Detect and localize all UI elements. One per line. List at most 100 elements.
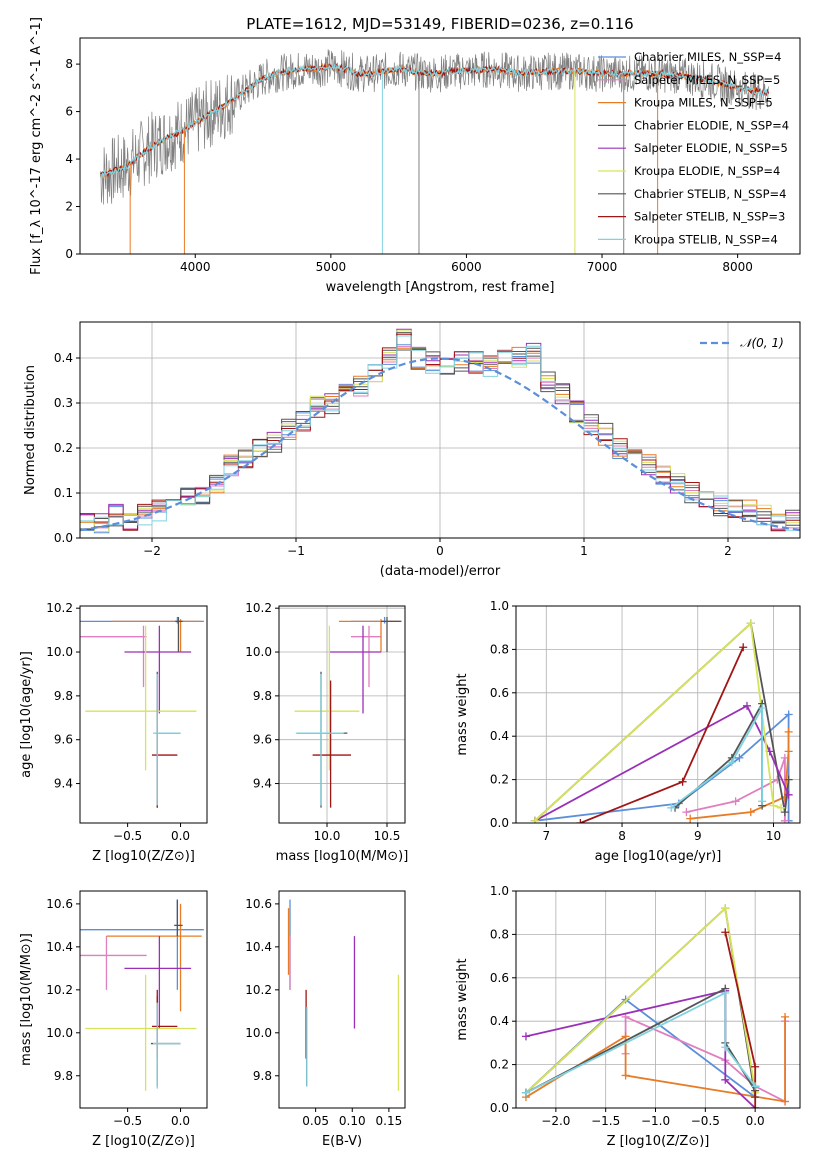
panel-mass-vs-Z: −0.5 0.0 9.8 10.0 10.2 10.4 10.6 Z [log10(Z/Z⊙)… bbox=[19, 890, 208, 1149]
weight-marker bbox=[576, 819, 585, 823]
plot-area-mass-vs-Z bbox=[80, 899, 204, 1091]
y-tick-label: 10.6 bbox=[245, 897, 272, 911]
x-axis-label: Z [log10(Z/Z⊙)] bbox=[92, 849, 195, 864]
weight-marker bbox=[742, 701, 751, 710]
plot-area-residuals bbox=[80, 328, 800, 534]
weight-marker bbox=[521, 1032, 530, 1041]
weight-marker bbox=[780, 816, 789, 823]
y-axis-label: age [log10(age/yr)] bbox=[19, 651, 34, 778]
axes-frame bbox=[515, 890, 801, 1109]
y-tick-label: 0 bbox=[65, 247, 73, 261]
x-tick-label: 0 bbox=[436, 544, 444, 558]
y-tick-label: 9.8 bbox=[253, 1069, 272, 1083]
y-tick-label: 0.2 bbox=[490, 1058, 509, 1072]
weight-marker bbox=[781, 1012, 790, 1021]
weight-line-salpeter-elodie bbox=[534, 704, 790, 822]
y-tick-label: 10.2 bbox=[46, 601, 73, 615]
legend-entry: Kroupa ELODIE, N_SSP=4 bbox=[634, 164, 780, 178]
x-tick-label: −2 bbox=[143, 544, 161, 558]
y-tick-label: 0.4 bbox=[490, 729, 509, 743]
weight-marker bbox=[784, 727, 793, 736]
weight-marker bbox=[731, 797, 740, 806]
axes-frame bbox=[278, 890, 406, 1109]
panel-weight-vs-Z: −2.0 −1.5 −1.0 −0.5 0.0 0.0 0.2 0.4 0.6 0.8 1.0 Z [… bbox=[455, 884, 801, 1149]
y-axis-label: Flux [f_λ 10^-17 erg cm^-2 s^-1 A^-1] bbox=[29, 17, 44, 275]
y-tick-label: 6 bbox=[65, 105, 73, 119]
x-tick-label: 8 bbox=[618, 829, 626, 843]
plot-area-age-vs-mass bbox=[294, 616, 402, 808]
legend-entry: Salpeter MILES, N_SSP=5 bbox=[634, 73, 780, 87]
weight-marker bbox=[721, 928, 730, 937]
x-tick-label: 2 bbox=[724, 544, 732, 558]
weight-marker bbox=[727, 758, 736, 767]
y-tick-label: 0.0 bbox=[490, 1101, 509, 1115]
y-tick-label: 9.4 bbox=[54, 777, 73, 791]
y-tick-label: 0.4 bbox=[54, 351, 73, 365]
x-tick-label: −0.5 bbox=[691, 1114, 720, 1128]
weight-line-kroupa-stelib bbox=[670, 704, 763, 809]
x-tick-label: 4000 bbox=[180, 260, 211, 274]
weight-marker bbox=[721, 1043, 730, 1052]
weight-marker bbox=[751, 1104, 760, 1108]
spectrum-model-kroupa-stelib bbox=[99, 63, 769, 180]
y-axis-label: mass [log10(M/M⊙)] bbox=[19, 933, 34, 1066]
x-tick-label: −0.5 bbox=[113, 1114, 142, 1128]
y-tick-label: 9.6 bbox=[54, 733, 73, 747]
histogram-salpeter-stelib bbox=[80, 333, 800, 532]
x-tick-label: −0.5 bbox=[113, 829, 142, 843]
weight-marker bbox=[781, 1097, 790, 1106]
x-axis-label: Z [log10(Z/Z⊙)] bbox=[607, 1134, 710, 1149]
axes-frame bbox=[79, 321, 801, 539]
x-tick-label: 9 bbox=[694, 829, 702, 843]
y-tick-label: 0.3 bbox=[54, 396, 73, 410]
panel-age-vs-mass: 10.0 10.5 9.4 9.6 9.8 10.0 10.2 mass [log10(M/M… bbox=[245, 601, 408, 864]
x-tick-label: −1.5 bbox=[591, 1114, 620, 1128]
panel-spectrum: 4000 5000 6000 7000 8000 0 2 4 6 8 wavelength [Ang… bbox=[29, 17, 801, 295]
axes-frame bbox=[79, 890, 208, 1109]
weight-marker bbox=[686, 814, 695, 823]
y-tick-label: 0.8 bbox=[490, 927, 509, 941]
y-tick-label: 2 bbox=[65, 200, 73, 214]
panel-residuals: −2 −1 0 1 2 0.0 0.1 0.2 0.3 0.4 (data-model)/error… bbox=[23, 321, 801, 579]
y-tick-label: 0.0 bbox=[490, 816, 509, 830]
plot-area-weight-vs-Z bbox=[521, 904, 790, 1108]
weight-marker bbox=[721, 988, 730, 997]
weight-marker bbox=[784, 710, 793, 719]
weight-marker bbox=[678, 777, 687, 786]
weight-marker bbox=[521, 1088, 530, 1097]
y-tick-label: 9.8 bbox=[54, 1069, 73, 1083]
weight-marker bbox=[777, 803, 786, 812]
y-tick-label: 4 bbox=[65, 152, 73, 166]
weight-marker bbox=[739, 643, 748, 652]
weight-marker bbox=[780, 808, 789, 817]
histogram-kroupa-stelib bbox=[80, 335, 800, 531]
x-axis-label: age [log10(age/yr)] bbox=[595, 849, 722, 864]
weight-marker bbox=[735, 753, 744, 762]
weight-line-kroupa-elodie bbox=[525, 906, 757, 1094]
x-tick-label: 0.10 bbox=[339, 1114, 366, 1128]
legend-entry: Chabrier STELIB, N_SSP=4 bbox=[634, 187, 786, 201]
x-tick-label: 6000 bbox=[451, 260, 482, 274]
weight-marker bbox=[784, 747, 793, 756]
y-tick-label: 1.0 bbox=[490, 884, 509, 898]
legend-entry: Kroupa STELIB, N_SSP=4 bbox=[634, 232, 778, 246]
x-axis-label: Z [log10(Z/Z⊙)] bbox=[92, 1134, 195, 1149]
legend-entry: Salpeter ELODIE, N_SSP=5 bbox=[634, 141, 788, 155]
x-tick-label: 10.5 bbox=[374, 829, 401, 843]
plot-area-mass-vs-ebv bbox=[287, 899, 400, 1091]
panel-weight-vs-age: 7 8 9 10 0.0 0.2 0.4 0.6 0.8 1.0 age [log10(age/yr… bbox=[455, 599, 801, 864]
weight-marker bbox=[721, 1075, 730, 1084]
legend-entry: Chabrier ELODIE, N_SSP=4 bbox=[634, 118, 789, 132]
x-tick-label: 10 bbox=[766, 829, 781, 843]
weight-marker bbox=[751, 1062, 760, 1071]
y-tick-label: 0.1 bbox=[54, 486, 73, 500]
x-tick-label: 0.15 bbox=[376, 1114, 403, 1128]
weight-line-salpeter-miles bbox=[686, 757, 786, 821]
x-tick-label: 7000 bbox=[587, 260, 618, 274]
weight-marker bbox=[769, 801, 778, 810]
x-tick-label: 0.05 bbox=[302, 1114, 329, 1128]
y-tick-label: 10.0 bbox=[245, 1026, 272, 1040]
weight-line-kroupa-stelib bbox=[525, 991, 756, 1094]
weight-marker bbox=[667, 803, 676, 812]
